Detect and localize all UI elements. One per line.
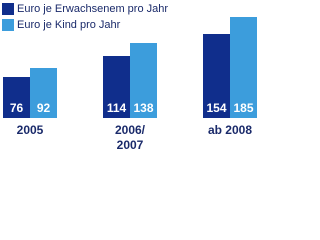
value-label: 76 (9, 101, 24, 115)
bar (103, 55, 130, 118)
value-label: 138 (133, 101, 154, 115)
chart: Euro je Erwachsenem pro Jahr Euro je Kind… (2, 3, 257, 152)
legend-label: Euro je Erwachsenem pro Jahr (17, 3, 169, 15)
bar (203, 33, 230, 118)
value-label: 185 (233, 101, 254, 115)
bar (130, 42, 157, 118)
bar (230, 17, 257, 118)
legend-swatch (2, 19, 14, 31)
bar (3, 76, 30, 118)
x-tick-label: 2005 (16, 123, 44, 137)
value-label: 114 (106, 101, 127, 115)
value-label: 154 (206, 101, 227, 115)
legend-label: Euro je Kind pro Jahr (17, 19, 121, 31)
x-tick-label: ab 2008 (207, 123, 253, 137)
bar (30, 67, 57, 118)
legend-swatch (2, 3, 14, 15)
x-tick-label: 2006/ 2007 (114, 123, 146, 152)
value-label: 92 (36, 101, 51, 115)
